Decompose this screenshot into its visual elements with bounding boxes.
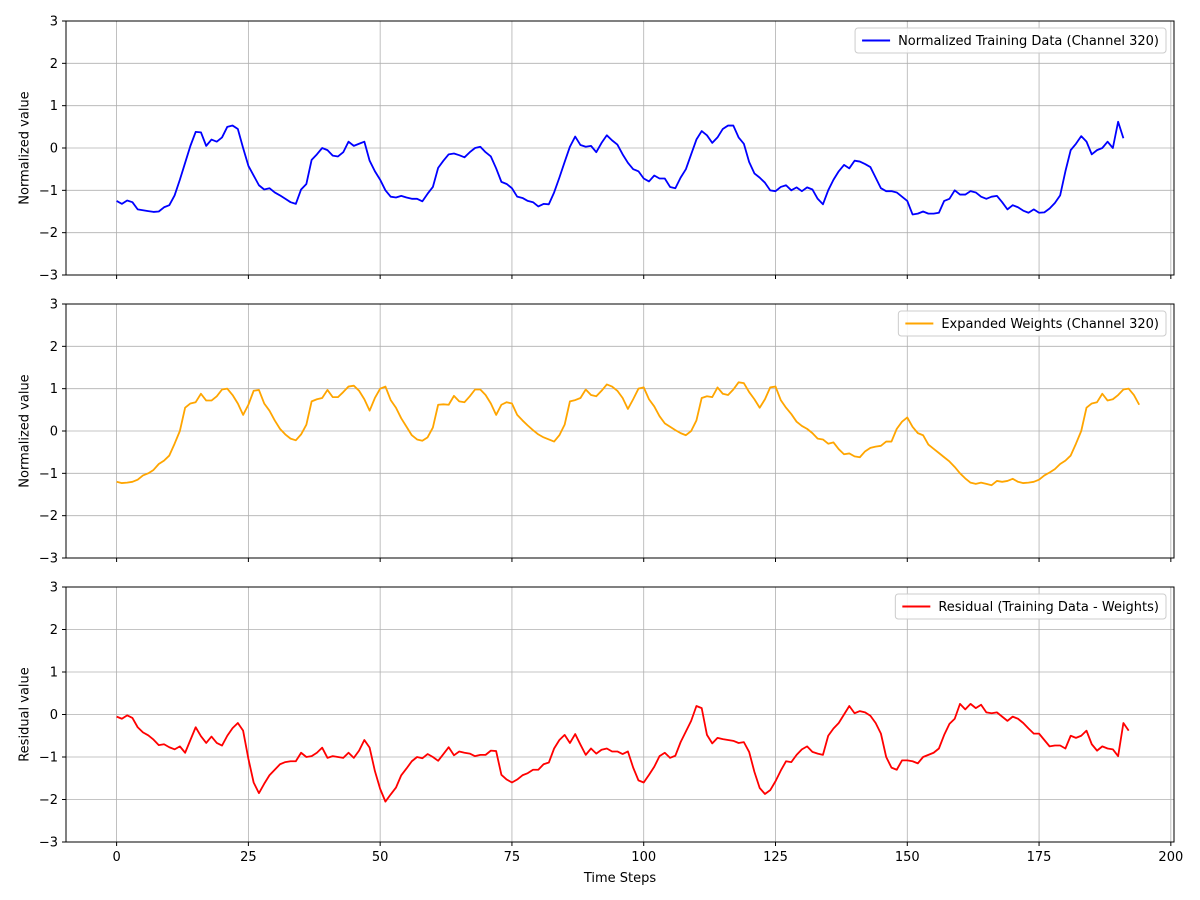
x-tick-label: 50	[372, 850, 389, 865]
panel-expanded-weights: Normalized value −3 −2 −1 0 1 2 3 Expanded Weig…	[18, 298, 1175, 567]
panel-residual: Residual value −3 −2 −1 0 1 2 3 0 25 50 75 100 125 15…	[18, 581, 1184, 866]
x-tick-label: 25	[240, 850, 257, 865]
series-line	[116, 702, 1130, 803]
legend-box	[894, 593, 1167, 620]
legend: Normalized Training Data (Channel 320)	[854, 27, 1167, 54]
y-tick-label: 1	[50, 99, 58, 114]
legend-label: Residual (Training Data - Weights)	[938, 600, 1159, 615]
x-axis-label: Time Steps	[583, 871, 657, 886]
x-tick-label: 0	[112, 850, 120, 865]
y-axis-label: Normalized value	[18, 91, 33, 204]
y-tick-label: 0	[50, 142, 58, 157]
x-tick-label: 175	[1027, 850, 1052, 865]
y-tick-label: 1	[50, 382, 58, 397]
y-tick-label: 0	[50, 708, 58, 723]
y-tick-label: 2	[50, 340, 58, 355]
legend: Expanded Weights (Channel 320)	[897, 310, 1167, 337]
x-tick-label: 150	[895, 850, 920, 865]
series-line	[116, 381, 1141, 487]
y-tick-label: −3	[39, 269, 58, 284]
legend-box	[897, 310, 1167, 337]
legend-box	[854, 27, 1167, 54]
y-tick-label: 3	[50, 15, 58, 30]
panel-training-data: Normalized value −3 −2 −1 0 1 2 3 Normalized Tr…	[18, 15, 1175, 284]
y-tick-label: 0	[50, 425, 58, 440]
y-tick-label: 3	[50, 581, 58, 596]
x-tick-label: 200	[1158, 850, 1183, 865]
series-line	[116, 120, 1125, 216]
y-tick-label: −1	[39, 751, 58, 766]
y-tick-label: 2	[50, 57, 58, 72]
x-tick-label: 100	[631, 850, 656, 865]
legend: Residual (Training Data - Weights)	[894, 593, 1167, 620]
legend-label: Expanded Weights (Channel 320)	[941, 317, 1159, 332]
y-tick-label: 1	[50, 666, 58, 681]
y-tick-label: −2	[39, 793, 58, 808]
y-axis-label: Residual value	[18, 667, 33, 762]
x-tick-label: 125	[763, 850, 788, 865]
y-tick-label: −2	[39, 226, 58, 241]
y-tick-label: −2	[39, 509, 58, 524]
legend-label: Normalized Training Data (Channel 320)	[898, 34, 1159, 49]
y-axis-label: Normalized value	[18, 374, 33, 487]
x-tick-label: 75	[504, 850, 521, 865]
y-tick-label: 3	[50, 298, 58, 313]
y-tick-label: −1	[39, 184, 58, 199]
y-tick-label: −3	[39, 836, 58, 851]
y-tick-label: −3	[39, 552, 58, 567]
y-tick-label: −1	[39, 467, 58, 482]
y-tick-label: 2	[50, 623, 58, 638]
